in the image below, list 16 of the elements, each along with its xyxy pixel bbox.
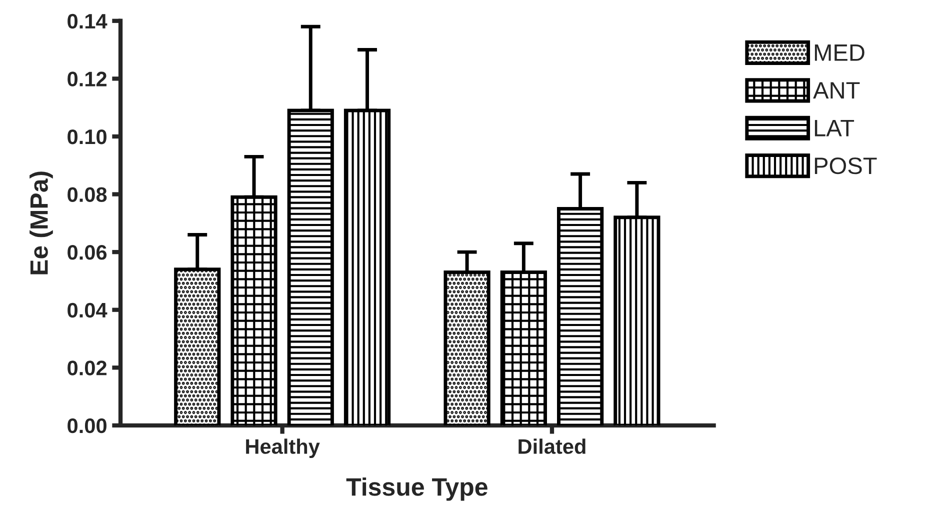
y-tick-label: 0.12: [68, 72, 106, 86]
y-tick-label: 0.04: [68, 302, 108, 318]
y-tick-label: 0.02: [68, 360, 106, 376]
legend-label: MED: [814, 44, 864, 61]
y-axis-title: Ee (MPa): [30, 172, 53, 274]
y-tick-label: 0.14: [68, 14, 108, 29]
legend-label: POST: [814, 157, 877, 174]
legend-label: LAT: [814, 120, 854, 136]
x-tick-label: Healthy: [246, 438, 320, 458]
y-tick-label: 0.06: [68, 245, 107, 260]
x-tick-label: Dilated: [518, 438, 586, 454]
x-axis-title: Tissue Type: [346, 477, 488, 501]
y-tick-label: 0.00: [68, 418, 106, 434]
y-tick-label: 0.10: [68, 129, 106, 144]
y-tick-label: 0.08: [68, 187, 107, 202]
legend-label: ANT: [813, 82, 860, 98]
